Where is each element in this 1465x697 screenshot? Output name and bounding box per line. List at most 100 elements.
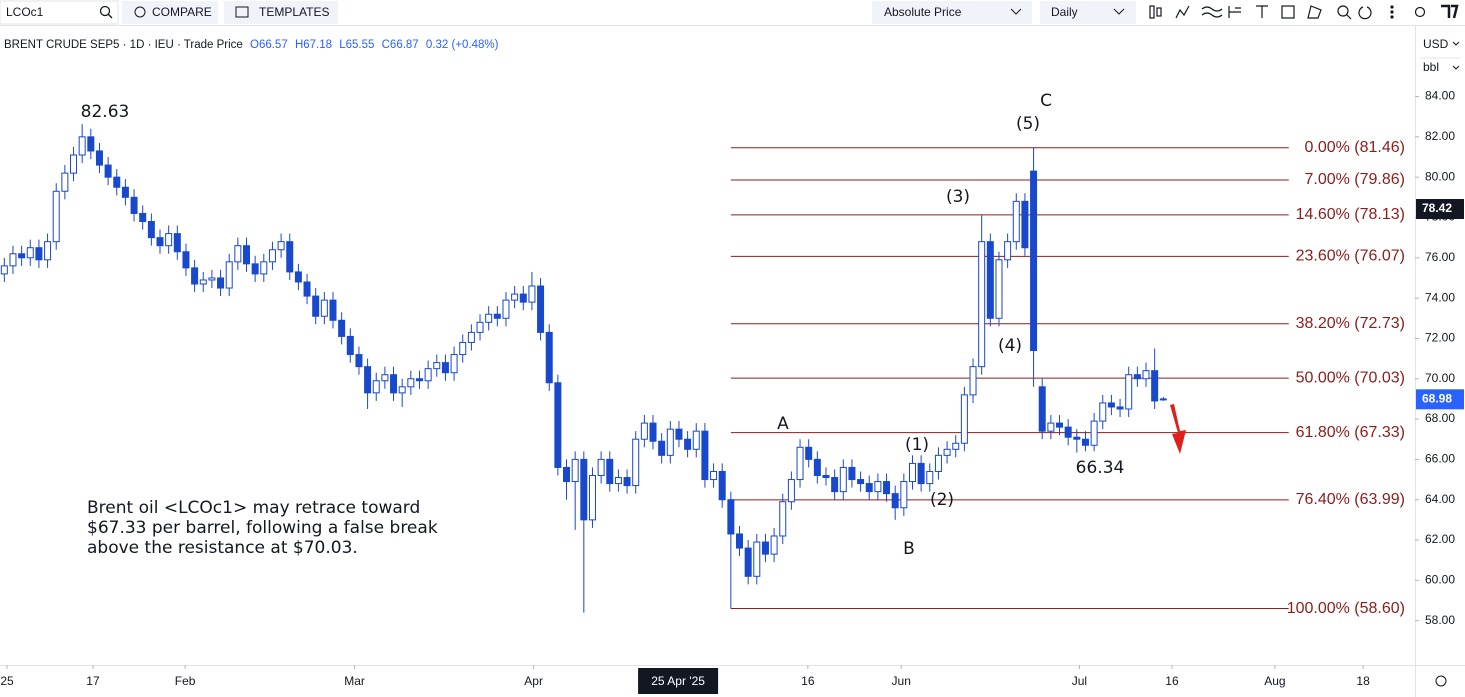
candle-body	[995, 259, 1003, 319]
candle-body	[753, 541, 761, 577]
candle-body	[857, 479, 865, 485]
candle-body	[943, 448, 951, 456]
candle-body	[502, 299, 510, 319]
candle-body	[234, 245, 242, 263]
annotation: A	[777, 414, 789, 434]
candle-body	[35, 247, 43, 261]
compare-icon	[134, 6, 146, 18]
tool-icons[interactable]	[1149, 4, 1459, 20]
candle-body	[1099, 402, 1107, 422]
y-tick-label: 72.00	[1425, 331, 1455, 345]
fib-label: 23.60% (76.07)	[1296, 248, 1405, 265]
y-tick-label: 64.00	[1425, 492, 1455, 506]
candle-body	[407, 378, 415, 388]
candle-body	[787, 479, 795, 503]
candle-body	[139, 212, 147, 223]
fib-label: 100.00% (58.60)	[1287, 600, 1405, 617]
candle-body	[666, 428, 674, 456]
fib-label: 14.60% (78.13)	[1296, 206, 1405, 223]
candle-body	[511, 293, 519, 301]
candle-body	[528, 285, 536, 303]
fib-label: 50.00% (70.03)	[1296, 369, 1405, 386]
candle-body	[243, 245, 251, 265]
candle-body	[78, 136, 86, 156]
compare-label: COMPARE	[152, 5, 212, 19]
price-label-bg	[1416, 199, 1464, 220]
candle-body	[571, 458, 579, 483]
candle-body	[208, 277, 216, 281]
crosshair-label-bg	[638, 668, 719, 694]
candle-body	[588, 475, 596, 521]
down-arrow	[1170, 404, 1186, 454]
candle-body	[632, 438, 640, 487]
candle-body	[1081, 438, 1089, 446]
candle-body	[1004, 241, 1012, 261]
candle-body	[467, 331, 475, 343]
candle-body	[597, 458, 605, 477]
candle-body	[312, 295, 320, 317]
y-tick-label: 80.00	[1425, 169, 1455, 183]
x-tick-label: Mar	[344, 674, 365, 688]
candle-body	[355, 354, 363, 368]
candle-body	[1116, 406, 1124, 410]
candle-body	[398, 386, 406, 394]
candle-body	[294, 271, 302, 283]
candle-body	[736, 533, 744, 549]
candle-body	[346, 335, 354, 356]
currency[interactable]: USD	[1423, 37, 1449, 51]
settings-icon[interactable]	[1435, 675, 1447, 687]
legend-low: L65.55	[339, 39, 374, 51]
candle-body	[70, 154, 78, 174]
crosshair-label: 25 Apr '25	[651, 674, 705, 688]
candle-body	[986, 241, 994, 319]
candle-body	[87, 136, 95, 152]
toolbar: LCOc1 COMPARE TEMPLATES Absolute Price D…	[0, 0, 1465, 26]
candle-body	[545, 331, 553, 384]
candle-body	[303, 281, 311, 297]
candle-body	[9, 253, 17, 267]
annotation: B	[903, 539, 915, 559]
search-icon[interactable]	[99, 5, 111, 17]
candle-body	[839, 466, 847, 493]
annotation: (2)	[930, 490, 954, 510]
candle-body	[796, 446, 804, 481]
compare-button[interactable]	[122, 1, 218, 24]
interval-select[interactable]	[1040, 1, 1136, 24]
candle-body	[908, 462, 916, 483]
candle-body	[415, 378, 423, 382]
note-line: $67.33 per barrel, following a false bre…	[87, 518, 438, 538]
y-tick-label: 60.00	[1425, 573, 1455, 587]
templates-button[interactable]	[224, 1, 338, 24]
candle-body	[52, 190, 60, 243]
unit[interactable]: bbl	[1423, 60, 1439, 74]
candle-body	[1107, 402, 1115, 408]
fib-label: 61.80% (67.33)	[1296, 424, 1405, 441]
candle-body	[320, 299, 328, 317]
x-tick-label: Apr	[524, 674, 543, 688]
candle-body	[640, 422, 648, 440]
candle-body	[779, 501, 787, 537]
y-tick-label: 70.00	[1425, 371, 1455, 385]
candle-body	[476, 321, 484, 333]
dropdown-arrow	[1452, 41, 1460, 70]
candle-body	[121, 186, 129, 198]
price-mode-select[interactable]	[872, 1, 1032, 24]
candle-body	[770, 535, 778, 555]
candle-body	[338, 319, 346, 337]
x-tick-label: 18	[1356, 674, 1370, 688]
candle-body	[710, 470, 718, 481]
fib-label: 7.00% (79.86)	[1304, 171, 1405, 188]
candle-body	[277, 241, 285, 251]
candle-body	[718, 470, 726, 501]
annotation: 82.63	[81, 102, 130, 122]
candle-body	[563, 466, 571, 483]
candle-body	[917, 462, 925, 485]
candle-body	[883, 481, 891, 495]
symbol-search[interactable]	[0, 0, 119, 25]
candle-body	[485, 313, 493, 323]
search-icon-handle	[107, 13, 113, 19]
annotation: (3)	[946, 187, 970, 207]
candle-body	[268, 249, 276, 263]
candle-body	[701, 430, 709, 481]
